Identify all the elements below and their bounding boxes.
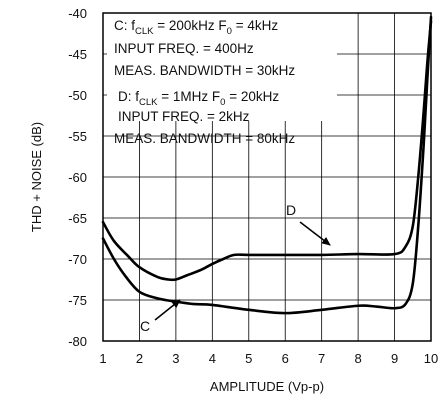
x-tick-7: 7: [318, 351, 325, 366]
y-tick--75: -75: [68, 293, 87, 308]
y-tick--65: -65: [68, 211, 87, 226]
x-tick-10: 10: [424, 351, 438, 366]
arrow-c: [154, 299, 181, 321]
y-tick--70: -70: [68, 252, 87, 267]
annotation-box: [107, 10, 337, 121]
series-line-c: [101, 15, 433, 315]
arrow-d: [299, 221, 331, 246]
y-axis-label: THD + NOISE (dB): [29, 122, 44, 232]
annotation-c-line1: C: fCLK = 200kHz F0 = 4kHz: [114, 18, 278, 37]
x-tick-1: 1: [99, 351, 106, 366]
y-tick-labels: -40 -45 -50 -55 -60 -65 -70 -75 -80: [68, 6, 87, 349]
y-tick--50: -50: [68, 88, 87, 103]
x-tick-labels: 1 2 3 4 5 6 7 8 9 10: [99, 351, 438, 366]
series-lines: [101, 15, 433, 315]
x-tick-3: 3: [172, 351, 179, 366]
annotation-c-line3: MEAS. BANDWIDTH = 30kHz: [114, 63, 295, 78]
annotation-d-line1: D: fCLK = 1MHz F0 = 20kHz: [118, 89, 279, 108]
y-tick--40: -40: [68, 6, 87, 21]
annotation-d-line2: INPUT FREQ. = 2kHz: [118, 109, 250, 124]
y-tick--45: -45: [68, 47, 87, 62]
x-tick-9: 9: [391, 351, 398, 366]
x-tick-2: 2: [136, 351, 143, 366]
x-tick-5: 5: [245, 351, 252, 366]
series-line-d: [101, 19, 433, 282]
curve-label-c: C: [140, 318, 150, 334]
x-tick-6: 6: [282, 351, 289, 366]
plot-frame: [102, 12, 432, 342]
curve-label-d: D: [286, 202, 296, 218]
x-axis-label: AMPLITUDE (Vp-p): [210, 379, 324, 394]
y-tick--80: -80: [68, 334, 87, 349]
y-tick--60: -60: [68, 170, 87, 185]
y-tick--55: -55: [68, 129, 87, 144]
annotation-d-line3: MEAS. BANDWIDTH = 80kHz: [114, 131, 295, 146]
x-tick-4: 4: [209, 351, 216, 366]
annotation-c-line2: INPUT FREQ. = 400Hz: [114, 41, 254, 56]
x-tick-8: 8: [354, 351, 361, 366]
